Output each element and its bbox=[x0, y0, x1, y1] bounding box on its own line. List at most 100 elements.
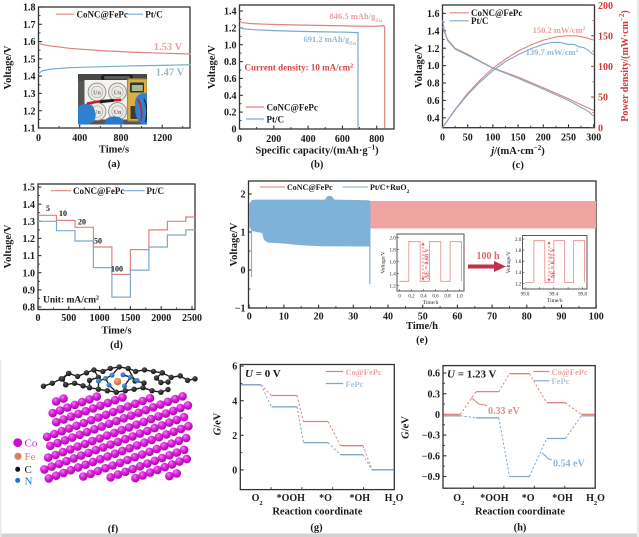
svg-text:600: 600 bbox=[335, 134, 350, 145]
svg-text:1.2: 1.2 bbox=[224, 24, 237, 35]
svg-text:1200: 1200 bbox=[152, 133, 172, 144]
svg-text:800: 800 bbox=[114, 133, 129, 144]
svg-text:139.7 mW/cm2: 139.7 mW/cm2 bbox=[526, 47, 579, 57]
svg-text:−1: −1 bbox=[235, 304, 246, 315]
svg-text:CoNC@FePc: CoNC@FePc bbox=[73, 186, 124, 196]
svg-text:20: 20 bbox=[78, 218, 86, 227]
svg-text:2.0: 2.0 bbox=[515, 238, 522, 243]
svg-text:0.2: 0.2 bbox=[224, 108, 237, 119]
svg-text:CoNC@FePc: CoNC@FePc bbox=[471, 8, 522, 18]
svg-text:800: 800 bbox=[369, 134, 384, 145]
svg-text:CoNC@FePc: CoNC@FePc bbox=[287, 183, 333, 192]
svg-text:Power density/(mW·cm−2): Power density/(mW·cm−2) bbox=[618, 10, 631, 121]
svg-text:100: 100 bbox=[111, 265, 123, 274]
svg-text:(a): (a) bbox=[108, 159, 121, 170]
svg-text:0.6: 0.6 bbox=[427, 96, 440, 107]
svg-text:1.0: 1.0 bbox=[456, 295, 463, 300]
svg-text:−0.6: −0.6 bbox=[422, 451, 440, 462]
svg-text:1.0: 1.0 bbox=[224, 40, 237, 51]
svg-text:1.5: 1.5 bbox=[23, 55, 36, 66]
svg-text:CoNC@FePc: CoNC@FePc bbox=[267, 102, 318, 112]
svg-text:2000: 2000 bbox=[151, 313, 171, 324]
svg-text:(f): (f) bbox=[108, 524, 119, 535]
svg-text:1.0: 1.0 bbox=[23, 268, 36, 279]
svg-text:1.2: 1.2 bbox=[427, 44, 440, 55]
svg-text:1.4: 1.4 bbox=[427, 26, 440, 37]
svg-text:4: 4 bbox=[232, 396, 237, 407]
svg-text:1000: 1000 bbox=[90, 313, 110, 324]
svg-text:0.54 eV: 0.54 eV bbox=[553, 459, 585, 470]
svg-text:1.6: 1.6 bbox=[23, 37, 36, 48]
svg-text:Voltage/V: Voltage/V bbox=[207, 45, 218, 89]
svg-text:Voltage/V: Voltage/V bbox=[3, 224, 14, 268]
svg-text:0: 0 bbox=[598, 123, 603, 134]
svg-text:2500: 2500 bbox=[182, 313, 202, 324]
svg-text:1.6: 1.6 bbox=[515, 260, 522, 265]
svg-text:1.8: 1.8 bbox=[515, 249, 522, 254]
svg-text:Voltage/V: Voltage/V bbox=[506, 251, 512, 273]
svg-text:CoNC@FePc: CoNC@FePc bbox=[77, 10, 128, 20]
svg-text:*O: *O bbox=[319, 493, 332, 504]
svg-text:90: 90 bbox=[557, 312, 567, 323]
svg-text:1.4: 1.4 bbox=[224, 7, 237, 18]
svg-text:1.3: 1.3 bbox=[23, 89, 36, 100]
svg-text:10: 10 bbox=[279, 312, 289, 323]
svg-text:1.1: 1.1 bbox=[23, 251, 36, 262]
svg-text:(b): (b) bbox=[311, 160, 324, 171]
svg-text:1.4: 1.4 bbox=[23, 200, 36, 211]
svg-text:FePc: FePc bbox=[552, 376, 570, 386]
svg-text:0: 0 bbox=[36, 313, 41, 324]
svg-text:0.6: 0.6 bbox=[224, 74, 237, 85]
svg-text:400: 400 bbox=[72, 133, 87, 144]
svg-text:FePc: FePc bbox=[346, 379, 364, 389]
svg-text:1.5: 1.5 bbox=[23, 183, 36, 194]
svg-text:Voltage/V: Voltage/V bbox=[414, 44, 425, 88]
svg-text:0: 0 bbox=[241, 266, 246, 277]
svg-text:ΔE = 0.77 V: ΔE = 0.77 V bbox=[550, 247, 556, 278]
svg-text:0.8: 0.8 bbox=[427, 79, 440, 90]
svg-text:(c): (c) bbox=[512, 160, 524, 171]
svg-text:Voltage/V: Voltage/V bbox=[229, 222, 240, 266]
svg-text:−0.9: −0.9 bbox=[422, 472, 440, 483]
svg-text:Reaction coordinate: Reaction coordinate bbox=[475, 507, 565, 518]
svg-text:150: 150 bbox=[598, 31, 613, 42]
svg-text:60: 60 bbox=[452, 312, 462, 323]
svg-text:0: 0 bbox=[232, 125, 237, 136]
svg-text:0: 0 bbox=[247, 312, 252, 323]
svg-text:0.4: 0.4 bbox=[427, 113, 440, 124]
svg-text:G/eV: G/eV bbox=[401, 416, 412, 439]
svg-text:H2O: H2O bbox=[385, 493, 404, 507]
svg-text:500: 500 bbox=[61, 313, 76, 324]
svg-text:1.0: 1.0 bbox=[427, 61, 440, 72]
svg-text:99.8: 99.8 bbox=[578, 293, 587, 298]
svg-text:G/eV: G/eV bbox=[213, 412, 224, 435]
svg-text:1.53 V: 1.53 V bbox=[154, 42, 183, 53]
svg-text:5: 5 bbox=[46, 204, 50, 213]
svg-text:1.2: 1.2 bbox=[390, 284, 397, 289]
svg-text:j/(mA·cm−2): j/(mA·cm−2) bbox=[489, 144, 545, 157]
svg-text:10: 10 bbox=[59, 209, 67, 218]
svg-text:250: 250 bbox=[561, 133, 576, 144]
svg-text:0.33 eV: 0.33 eV bbox=[488, 406, 520, 417]
svg-text:99.0: 99.0 bbox=[521, 293, 530, 298]
svg-text:70: 70 bbox=[487, 312, 497, 323]
svg-text:Pt/C: Pt/C bbox=[147, 186, 165, 196]
svg-text:1.4: 1.4 bbox=[390, 272, 397, 277]
svg-text:30: 30 bbox=[348, 312, 358, 323]
svg-text:50: 50 bbox=[598, 93, 608, 104]
svg-text:40: 40 bbox=[383, 312, 393, 323]
svg-text:Time/h: Time/h bbox=[423, 300, 439, 306]
svg-text:99.4: 99.4 bbox=[549, 293, 558, 298]
svg-text:N: N bbox=[25, 475, 33, 487]
svg-text:2: 2 bbox=[232, 431, 237, 442]
svg-text:200: 200 bbox=[266, 134, 281, 145]
svg-text:0.8: 0.8 bbox=[224, 57, 237, 68]
svg-text:0.4: 0.4 bbox=[420, 295, 427, 300]
svg-text:Unit: mA/cm2: Unit: mA/cm2 bbox=[43, 296, 99, 306]
svg-text:H2O: H2O bbox=[586, 493, 605, 507]
svg-text:Pt/C: Pt/C bbox=[471, 16, 489, 26]
svg-text:Time/s: Time/s bbox=[99, 145, 129, 156]
svg-text:0.6: 0.6 bbox=[428, 369, 441, 380]
svg-text:Un: Un bbox=[114, 110, 122, 116]
svg-text:100: 100 bbox=[485, 133, 500, 144]
